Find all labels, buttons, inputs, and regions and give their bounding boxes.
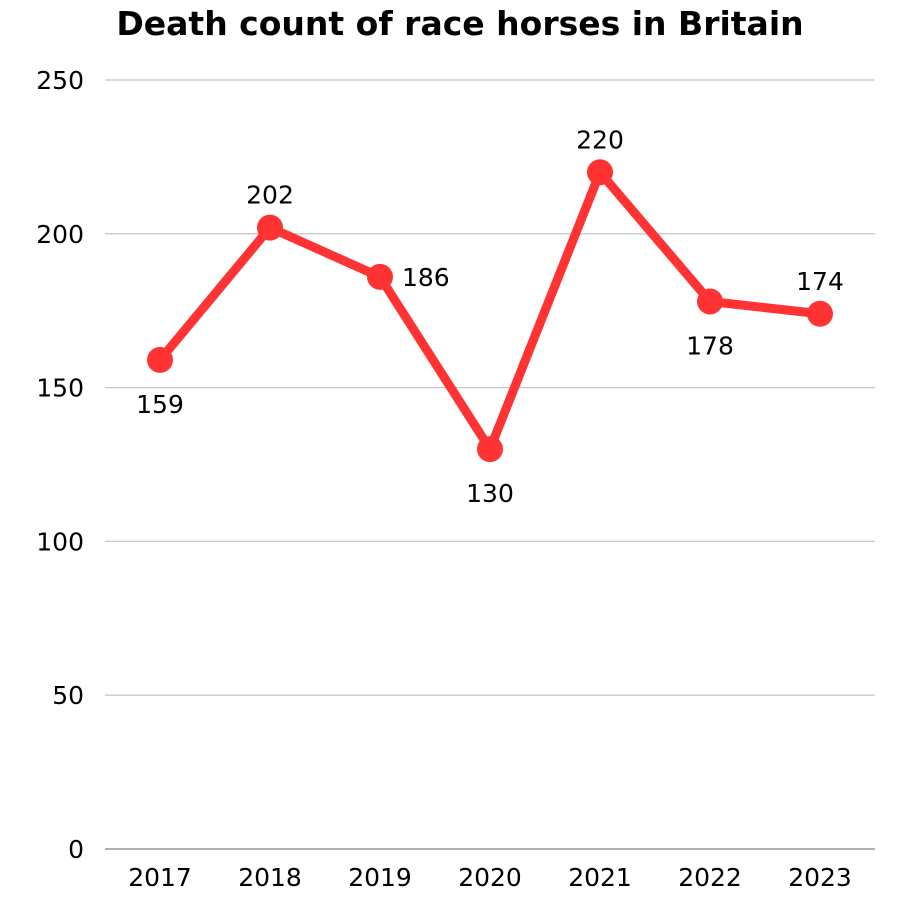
x-tick-label-2020: 2020	[458, 863, 522, 892]
data-label-2023: 174	[796, 267, 844, 296]
data-label-2018: 202	[246, 181, 294, 210]
y-tick-label-100: 100	[36, 527, 84, 556]
gridlines	[105, 79, 875, 850]
series-line-layer	[155, 167, 825, 454]
chart-title: Death count of race horses in Britain	[116, 4, 804, 43]
x-tick-label-2022: 2022	[678, 863, 742, 892]
y-axis-ticks: 0 50 100 150 200 250	[36, 66, 84, 864]
data-label-2021: 220	[576, 125, 624, 154]
x-tick-label-2021: 2021	[568, 863, 632, 892]
data-point-2017	[147, 346, 173, 373]
data-labels: 159 202 186 130 220 178 174	[136, 125, 844, 508]
x-tick-label-2017: 2017	[128, 863, 192, 892]
data-label-2019: 186	[402, 263, 450, 292]
data-point-2021	[587, 159, 613, 186]
x-axis-ticks: 2017 2018 2019 2020 2021 2022 2023	[128, 863, 852, 892]
data-points	[147, 159, 833, 463]
data-point-2020	[477, 436, 503, 463]
x-tick-label-2019: 2019	[348, 863, 412, 892]
x-tick-label-2023: 2023	[788, 863, 852, 892]
data-label-2022: 178	[686, 331, 734, 360]
y-tick-label-50: 50	[52, 681, 84, 710]
data-point-2018	[257, 214, 283, 241]
data-label-2020: 130	[466, 479, 514, 508]
data-label-2017: 159	[136, 390, 184, 419]
data-point-2023	[807, 300, 833, 327]
y-tick-label-150: 150	[36, 374, 84, 403]
data-point-2022	[697, 288, 723, 315]
series-line	[155, 167, 825, 454]
y-tick-label-0: 0	[68, 835, 84, 864]
y-tick-label-200: 200	[36, 220, 84, 249]
data-point-2019	[367, 263, 393, 290]
x-tick-label-2018: 2018	[238, 863, 302, 892]
y-tick-label-250: 250	[36, 66, 84, 95]
